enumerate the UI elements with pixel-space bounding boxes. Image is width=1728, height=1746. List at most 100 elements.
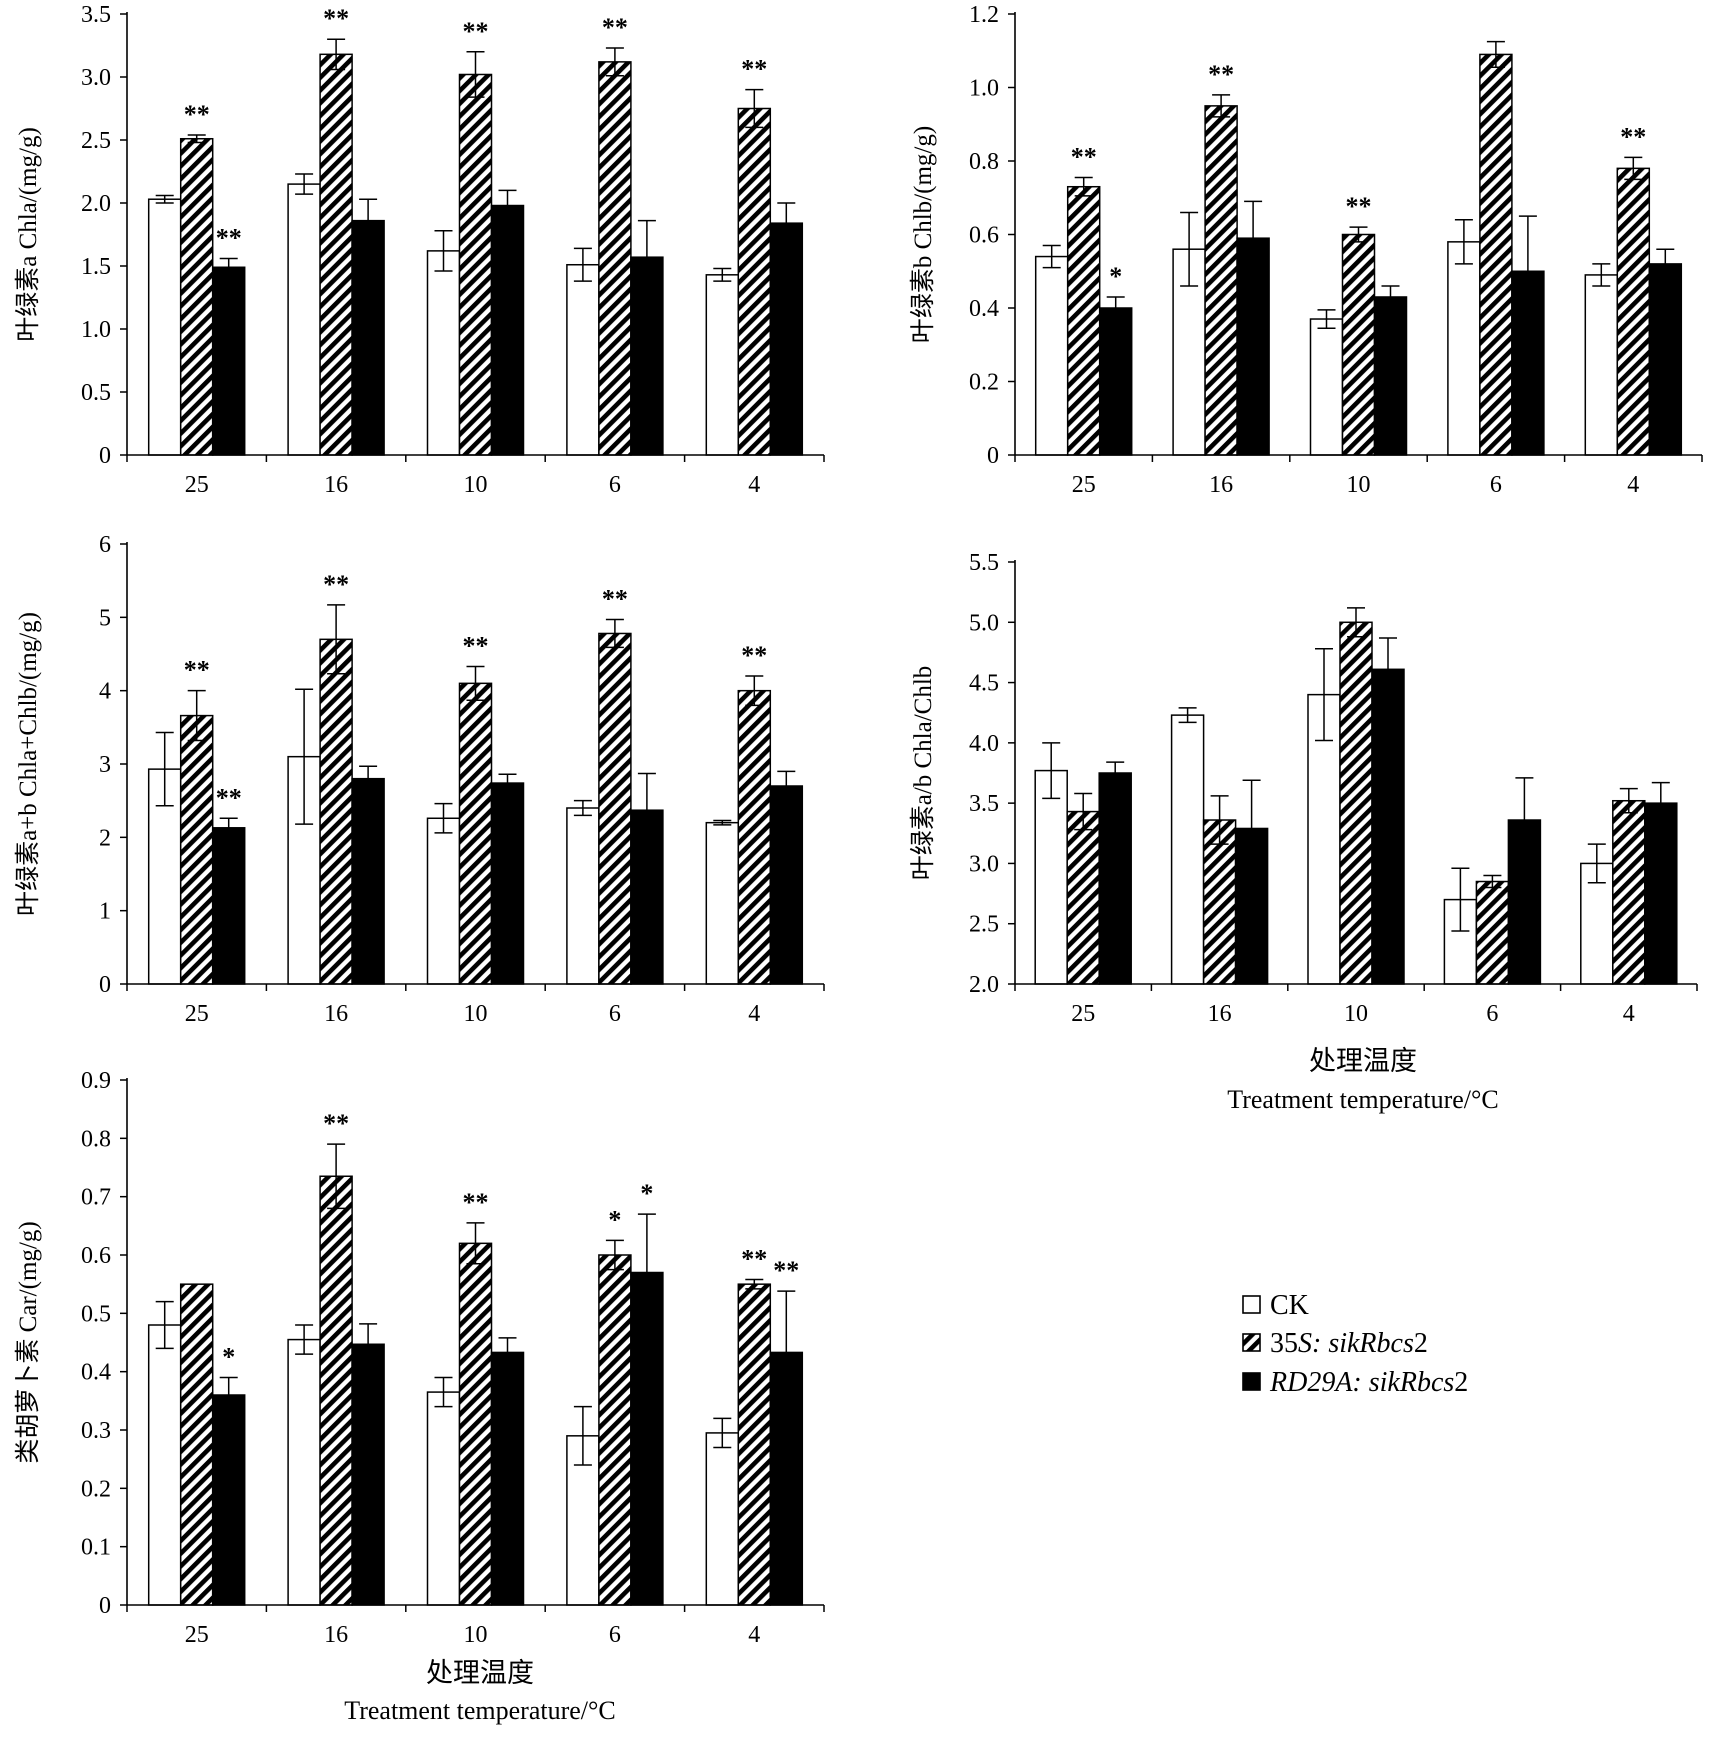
bar-35s-10 xyxy=(1341,233,1376,456)
y-axis-title: 类胡萝卜素 Car/(mg/g) xyxy=(14,1221,42,1463)
y-tick-label: 0 xyxy=(99,443,111,469)
bar-rd29a-10 xyxy=(1373,296,1408,456)
significance-mark: ** xyxy=(1071,143,1097,172)
bar-35s-6 xyxy=(1479,53,1513,456)
error-bar-35s-4 xyxy=(1624,156,1643,181)
x-tick-label: 4 xyxy=(748,1001,760,1027)
legend-swatch-rd29a xyxy=(1242,1372,1261,1391)
bar-rd29a-10 xyxy=(490,1351,525,1606)
bar-ck-10 xyxy=(426,250,461,456)
significance-mark: * xyxy=(608,1205,621,1234)
x-tick-label: 16 xyxy=(1208,1001,1232,1027)
bar-rd29a-4 xyxy=(1644,802,1678,985)
y-tick-label: 1.0 xyxy=(81,317,111,343)
bar-ck-6 xyxy=(566,807,600,985)
chart-chla: ** ** ** ** ** ** 0 0.5 1.0 1.5 2.0 2.5 3.0 3.5 25 16 10… xyxy=(14,2,825,498)
bar-35s-25 xyxy=(179,1283,214,1606)
error-bar-rd29a-6 xyxy=(637,772,656,811)
error-bar-ck-25 xyxy=(155,194,174,204)
y-tick-label: 0.8 xyxy=(81,1126,111,1152)
significance-mark: ** xyxy=(1620,122,1646,151)
chart-chla-chlb-ratio: 2.0 2.5 3.0 3.5 4.0 4.5 5.0 5.5 25 16 10 6 4 叶绿素a/b C… xyxy=(909,550,1698,1027)
y-tick-label: 0.1 xyxy=(81,1535,111,1561)
bar-rd29a-6 xyxy=(1511,270,1545,456)
y-tick-label: 0 xyxy=(99,1593,111,1619)
legend-label-ck: CK xyxy=(1270,1290,1309,1321)
error-bar-rd29a-25 xyxy=(219,1376,238,1395)
bar-rd29a-16 xyxy=(1236,237,1270,456)
error-bar-rd29a-4 xyxy=(777,202,796,224)
error-bar-35s-4 xyxy=(1619,787,1638,814)
legend-label-rd29a: RD29A: sikRbcs2 xyxy=(1269,1367,1468,1398)
bar-ck-4 xyxy=(1584,274,1619,456)
significance-mark: ** xyxy=(323,1109,349,1138)
bar-35s-10 xyxy=(458,682,493,985)
x-tick-label: 25 xyxy=(185,1622,209,1648)
bar-35s-25 xyxy=(179,714,214,985)
bar-35s-16 xyxy=(1204,105,1238,456)
bar-ck-4 xyxy=(705,274,740,456)
bar-35s-4 xyxy=(1616,167,1651,456)
error-bar-ck-25 xyxy=(1042,244,1061,269)
error-bar-rd29a-6 xyxy=(637,219,656,258)
significance-mark: * xyxy=(640,1179,653,1208)
legend-label-35s: 35S: sikRbcs2 xyxy=(1270,1328,1428,1359)
y-tick-label: 0.2 xyxy=(81,1476,111,1502)
error-bar-ck-25 xyxy=(155,731,174,807)
bar-35s-6 xyxy=(598,61,632,456)
bar-35s-16 xyxy=(319,638,353,985)
significance-mark: ** xyxy=(773,1256,799,1285)
significance-mark: ** xyxy=(741,1245,767,1274)
bar-rd29a-6 xyxy=(630,809,664,985)
y-tick-label: 0.3 xyxy=(81,1418,111,1444)
error-bar-35s-6 xyxy=(605,1239,624,1271)
bar-ck-4 xyxy=(705,1432,740,1606)
bar-rd29a-16 xyxy=(351,1343,385,1606)
y-tick-label: 6 xyxy=(99,532,111,558)
y-axis-title: 叶绿素b Chlb/(mg/g) xyxy=(909,126,937,343)
bar-rd29a-25 xyxy=(1098,307,1133,456)
significance-mark: ** xyxy=(602,585,628,614)
x-tick-label: 16 xyxy=(324,1622,348,1648)
x-tick-label: 6 xyxy=(609,1622,621,1648)
bar-35s-10 xyxy=(458,1242,493,1606)
error-bar-35s-10 xyxy=(1349,226,1368,243)
error-bar-rd29a-25 xyxy=(1106,761,1125,773)
x-tick-label: 10 xyxy=(1344,1001,1368,1027)
bar-ck-25 xyxy=(1034,255,1069,456)
y-tick-label: 4.0 xyxy=(969,731,999,757)
xaxis-title-en-right: Treatment temperature/°C xyxy=(1227,1085,1499,1114)
x-tick-label: 25 xyxy=(1072,472,1096,498)
bar-rd29a-25 xyxy=(211,1394,246,1606)
x-tick-label: 6 xyxy=(1486,1001,1498,1027)
bar-ck-4 xyxy=(1580,862,1614,985)
bar-35s-6 xyxy=(598,1254,632,1606)
y-tick-label: 2.0 xyxy=(969,972,999,998)
y-tick-label: 1.5 xyxy=(81,254,111,280)
error-bar-ck-10 xyxy=(1317,309,1336,329)
error-bar-ck-6 xyxy=(573,1405,592,1466)
bar-35s-6 xyxy=(598,632,632,985)
error-bar-rd29a-4 xyxy=(1656,248,1675,264)
error-bar-35s-16 xyxy=(1212,94,1231,118)
error-bar-35s-10 xyxy=(1347,607,1365,638)
y-tick-label: 1.2 xyxy=(969,2,999,28)
y-tick-label: 0.4 xyxy=(81,1360,111,1386)
y-tick-label: 0.6 xyxy=(81,1243,111,1269)
bar-35s-4 xyxy=(737,689,772,985)
x-tick-label: 25 xyxy=(185,472,209,498)
error-bar-ck-4 xyxy=(713,267,732,282)
bar-rd29a-16 xyxy=(351,219,385,456)
error-bar-rd29a-10 xyxy=(1379,637,1397,670)
significance-mark: ** xyxy=(463,631,489,660)
x-tick-label: 10 xyxy=(464,472,488,498)
error-bar-35s-25 xyxy=(1074,176,1093,197)
bar-rd29a-4 xyxy=(769,222,804,456)
bar-rd29a-4 xyxy=(769,785,804,985)
error-bar-ck-6 xyxy=(573,247,592,282)
chart-carotenoid: ***********00.10.20.30.40.50.60.70.80.92… xyxy=(14,1068,825,1648)
x-tick-label: 4 xyxy=(748,472,760,498)
error-bar-ck-4 xyxy=(713,1417,732,1449)
y-tick-label: 5.0 xyxy=(969,610,999,636)
